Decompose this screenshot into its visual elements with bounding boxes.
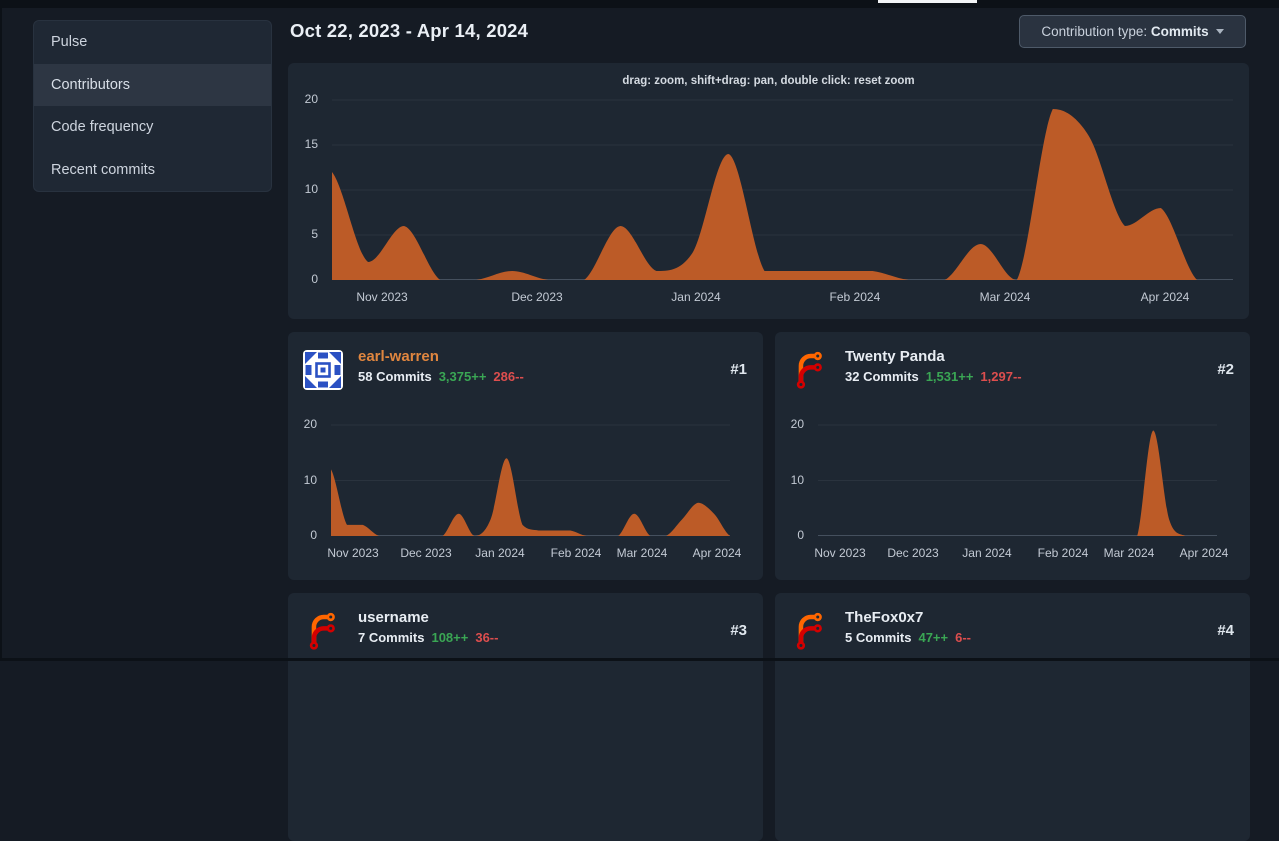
commit-count: 7 Commits [358, 630, 425, 645]
x-axis-tick-label: Nov 2023 [356, 290, 408, 304]
contributor-card-2: Twenty Panda 32 Commits 1,531++ 1,297-- … [775, 332, 1250, 580]
y-axis-tick-label: 20 [303, 417, 317, 431]
contribution-type-label: Contribution type: [1041, 24, 1151, 39]
contribution-type-value: Commits [1150, 24, 1209, 39]
sidebar-item-pulse[interactable]: Pulse [51, 34, 88, 51]
commit-count: 32 Commits [845, 369, 919, 384]
x-axis-tick-label: Dec 2023 [511, 290, 563, 304]
contributor-avatar [303, 611, 343, 651]
contributor-card-header: TheFox0x7 5 Commits 47++ 6-- #4 [775, 593, 1250, 669]
contribution-type-dropdown[interactable]: Contribution type: Commits [1019, 15, 1246, 48]
x-axis-tick-label: Mar 2024 [616, 546, 668, 560]
contributor-stats: 32 Commits 1,531++ 1,297-- [845, 369, 1022, 384]
rank-badge: #4 [1217, 622, 1234, 639]
y-axis-tick-label: 0 [310, 528, 317, 542]
identicon-avatar-image [303, 350, 343, 390]
x-axis-tick-label: Mar 2024 [979, 290, 1031, 304]
x-axis-tick-label: Jan 2024 [671, 290, 721, 304]
x-axis-tick-label: Feb 2024 [829, 290, 881, 304]
window-bottom-edge [0, 658, 1279, 661]
y-axis-tick-label: 0 [311, 272, 318, 286]
x-axis-tick-label: Apr 2024 [1140, 290, 1190, 304]
top-tab-bar [0, 0, 1279, 8]
additions-count: 47++ [918, 630, 949, 645]
activity-sidebar-menu: Pulse Contributors Code frequency Recent… [33, 20, 272, 192]
forgejo-logo-icon [796, 612, 822, 650]
contributor-card-header: earl-warren 58 Commits 3,375++ 286-- #1 [288, 332, 763, 408]
contributor-name: username [358, 609, 429, 626]
x-axis-tick-label: Dec 2023 [400, 546, 452, 560]
contributor-card-4: TheFox0x7 5 Commits 47++ 6-- #4 [775, 593, 1250, 841]
deletions-count: 36-- [475, 630, 499, 645]
deletions-count: 1,297-- [980, 369, 1022, 384]
contributions-overview-panel: drag: zoom, shift+drag: pan, double clic… [288, 63, 1249, 319]
y-axis-tick-label: 0 [797, 528, 804, 542]
x-axis-tick-label: Feb 2024 [550, 546, 602, 560]
active-tab-indicator [878, 0, 977, 3]
x-axis-tick-label: Mar 2024 [1103, 546, 1155, 560]
contributor-stats: 5 Commits 47++ 6-- [845, 630, 971, 645]
x-axis-tick-label: Nov 2023 [327, 546, 379, 560]
rank-badge: #3 [730, 622, 747, 639]
x-axis-tick-label: Apr 2024 [692, 546, 742, 560]
sidebar-item-code-frequency[interactable]: Code frequency [51, 119, 154, 136]
contributor-card-3: username 7 Commits 108++ 36-- #3 [288, 593, 763, 841]
rank-badge: #2 [1217, 361, 1234, 378]
y-axis-tick-label: 20 [304, 92, 318, 106]
forgejo-logo-icon [796, 351, 822, 389]
contributor-avatar [790, 611, 830, 651]
contributor-stats: 7 Commits 108++ 36-- [358, 630, 498, 645]
additions-count: 1,531++ [925, 369, 974, 384]
overall-contributions-area-chart[interactable]: 0 5 10 15 20 Nov 2023 Dec 2023 Jan 2024 Feb 2024… [305, 92, 1233, 304]
x-axis-tick-label: Nov 2023 [814, 546, 866, 560]
x-axis-tick-label: Apr 2024 [1179, 546, 1229, 560]
contributor-card-1: earl-warren 58 Commits 3,375++ 286-- #1 … [288, 332, 763, 580]
y-axis-tick-label: 10 [304, 182, 318, 196]
sidebar-item-recent-commits[interactable]: Recent commits [51, 161, 155, 178]
contributor-area-chart[interactable]: 0 10 20 Nov 2023 Dec 2023 Jan 2024 Feb 2024 Mar… [304, 417, 742, 560]
contributor-stats: 58 Commits 3,375++ 286-- [358, 369, 524, 384]
date-range-heading: Oct 22, 2023 - Apr 14, 2024 [290, 20, 529, 41]
contributor-name[interactable]: earl-warren [358, 348, 439, 365]
contributor-card-header: username 7 Commits 108++ 36-- #3 [288, 593, 763, 669]
sidebar-item-contributors[interactable]: Contributors [34, 63, 271, 106]
chart-zoom-hint: drag: zoom, shift+drag: pan, double clic… [622, 75, 915, 87]
x-axis-tick-label: Dec 2023 [887, 546, 939, 560]
chevron-down-icon [1215, 29, 1224, 34]
additions-count: 108++ [431, 630, 469, 645]
deletions-count: 6-- [955, 630, 972, 645]
contributor-avatar [790, 350, 830, 390]
commit-count: 5 Commits [845, 630, 912, 645]
x-axis-tick-label: Jan 2024 [475, 546, 525, 560]
additions-count: 3,375++ [438, 369, 487, 384]
y-axis-tick-label: 5 [311, 227, 318, 241]
contributor-card-header: Twenty Panda 32 Commits 1,531++ 1,297-- … [775, 332, 1250, 408]
rank-badge: #1 [730, 361, 747, 378]
contributor-name: TheFox0x7 [845, 609, 924, 626]
window-left-edge [0, 0, 2, 661]
x-axis-tick-label: Feb 2024 [1037, 546, 1089, 560]
y-axis-tick-label: 15 [304, 137, 318, 151]
forgejo-logo-icon [309, 612, 335, 650]
deletions-count: 286-- [493, 369, 524, 384]
y-axis-tick-label: 10 [790, 472, 804, 487]
contributor-avatar[interactable] [303, 350, 343, 390]
contributor-name: Twenty Panda [845, 348, 945, 365]
commit-count: 58 Commits [358, 369, 432, 384]
y-axis-tick-label: 20 [790, 417, 804, 431]
x-axis-tick-label: Jan 2024 [962, 546, 1012, 560]
contributor-area-chart[interactable]: 0 10 20 Nov 2023 Dec 2023 Jan 2024 Feb 2024 Mar… [791, 417, 1229, 560]
y-axis-tick-label: 10 [303, 472, 317, 487]
